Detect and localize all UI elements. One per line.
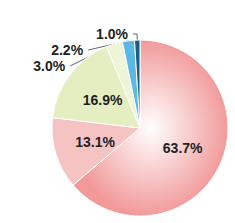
svg-text:2.2%: 2.2%	[51, 42, 83, 58]
svg-text:16.9%: 16.9%	[83, 92, 123, 108]
svg-text:1.0%: 1.0%	[96, 26, 128, 42]
svg-text:63.7%: 63.7%	[163, 140, 203, 156]
svg-text:3.0%: 3.0%	[33, 58, 65, 74]
svg-text:13.1%: 13.1%	[75, 134, 115, 150]
